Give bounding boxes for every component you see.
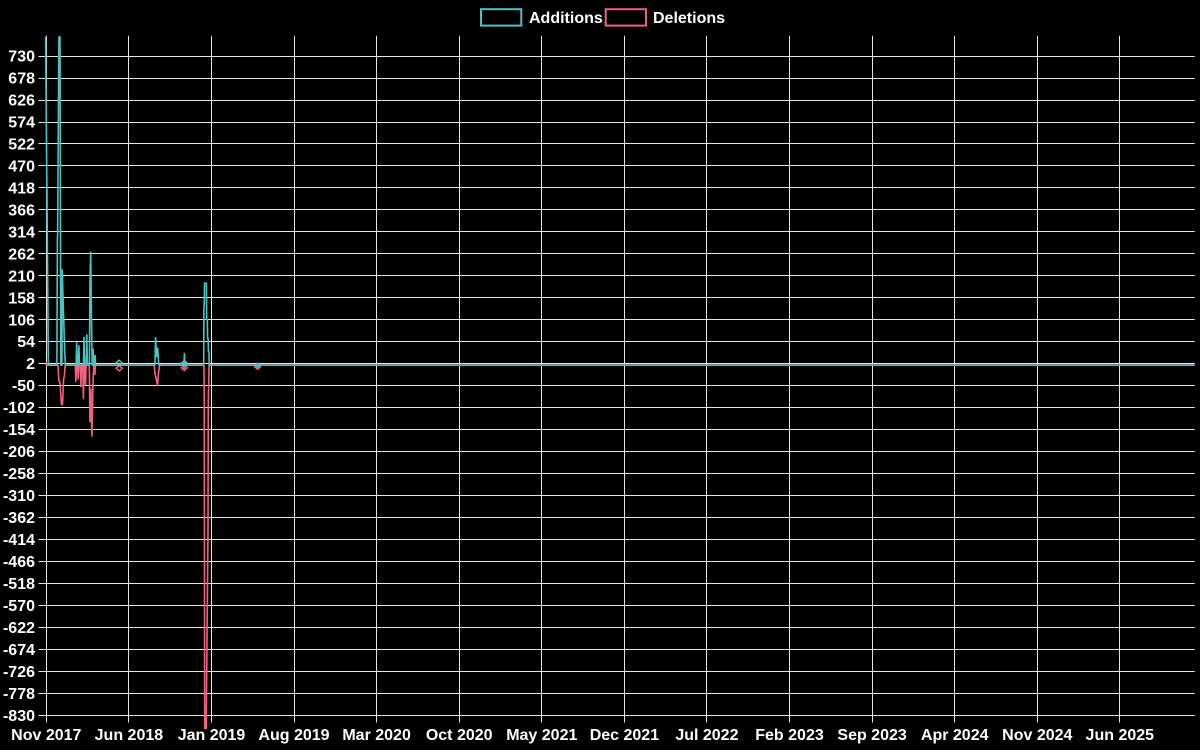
svg-text:-310: -310 [3, 488, 35, 505]
svg-text:-206: -206 [3, 444, 35, 461]
svg-text:Apr 2024: Apr 2024 [921, 727, 989, 744]
svg-text:Nov 2017: Nov 2017 [11, 727, 81, 744]
svg-text:-622: -622 [3, 620, 35, 637]
svg-text:314: 314 [8, 224, 35, 241]
svg-text:-830: -830 [3, 708, 35, 725]
svg-text:470: 470 [8, 159, 35, 176]
svg-text:-466: -466 [3, 554, 35, 571]
svg-text:-258: -258 [3, 466, 35, 483]
svg-text:626: 626 [8, 93, 35, 110]
svg-text:730: 730 [8, 49, 35, 66]
svg-text:Additions: Additions [529, 10, 603, 27]
svg-text:522: 522 [8, 137, 35, 154]
svg-text:210: 210 [8, 268, 35, 285]
svg-text:2: 2 [26, 356, 35, 373]
svg-text:-674: -674 [3, 642, 35, 659]
svg-text:Aug 2019: Aug 2019 [258, 727, 329, 744]
svg-text:-726: -726 [3, 664, 35, 681]
svg-text:Jul 2022: Jul 2022 [675, 727, 738, 744]
svg-text:678: 678 [8, 71, 35, 88]
svg-text:-102: -102 [3, 400, 35, 417]
svg-text:Feb 2023: Feb 2023 [755, 727, 824, 744]
svg-text:-362: -362 [3, 510, 35, 527]
svg-text:-518: -518 [3, 576, 35, 593]
svg-text:54: 54 [17, 334, 35, 351]
svg-text:158: 158 [8, 290, 35, 307]
svg-text:-778: -778 [3, 686, 35, 703]
svg-text:Jun 2018: Jun 2018 [95, 727, 164, 744]
svg-text:Jan 2019: Jan 2019 [178, 727, 246, 744]
svg-text:Nov 2024: Nov 2024 [1002, 727, 1072, 744]
svg-text:May 2021: May 2021 [506, 727, 577, 744]
svg-text:Jun 2025: Jun 2025 [1086, 727, 1155, 744]
svg-text:106: 106 [8, 312, 35, 329]
svg-text:262: 262 [8, 246, 35, 263]
svg-text:574: 574 [8, 115, 35, 132]
svg-text:366: 366 [8, 202, 35, 219]
svg-text:Oct 2020: Oct 2020 [426, 727, 493, 744]
svg-text:Mar 2020: Mar 2020 [342, 727, 411, 744]
svg-text:Dec 2021: Dec 2021 [590, 727, 659, 744]
svg-text:-414: -414 [3, 532, 35, 549]
svg-text:-570: -570 [3, 598, 35, 615]
svg-text:418: 418 [8, 180, 35, 197]
svg-text:-50: -50 [12, 378, 35, 395]
svg-text:-154: -154 [3, 422, 35, 439]
svg-text:Sep 2023: Sep 2023 [837, 727, 906, 744]
svg-text:Deletions: Deletions [653, 10, 725, 27]
